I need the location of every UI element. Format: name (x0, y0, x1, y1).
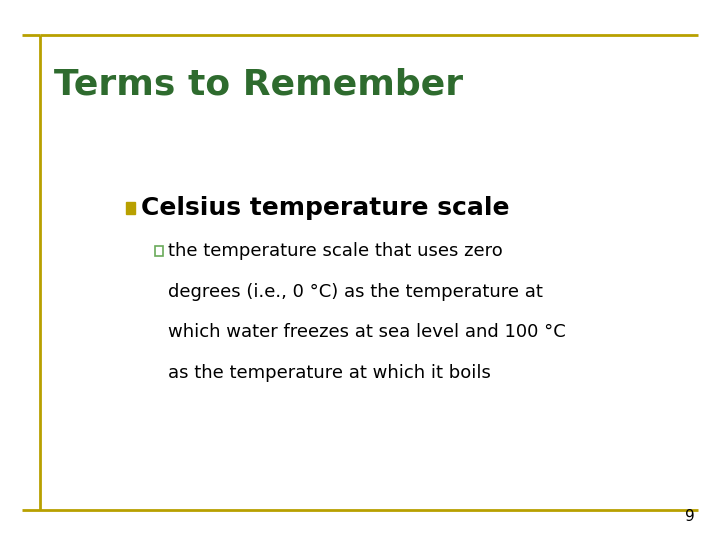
Text: degrees (i.e., 0 °C) as the temperature at: degrees (i.e., 0 °C) as the temperature … (168, 282, 544, 301)
Text: which water freezes at sea level and 100 °C: which water freezes at sea level and 100… (168, 323, 566, 341)
Text: the temperature scale that uses zero: the temperature scale that uses zero (168, 242, 503, 260)
Bar (155, 246, 163, 256)
Text: Terms to Remember: Terms to Remember (54, 68, 463, 102)
Text: as the temperature at which it boils: as the temperature at which it boils (168, 363, 491, 382)
Text: 9: 9 (685, 509, 695, 524)
Bar (126, 202, 135, 214)
Text: Celsius temperature scale: Celsius temperature scale (141, 196, 510, 220)
